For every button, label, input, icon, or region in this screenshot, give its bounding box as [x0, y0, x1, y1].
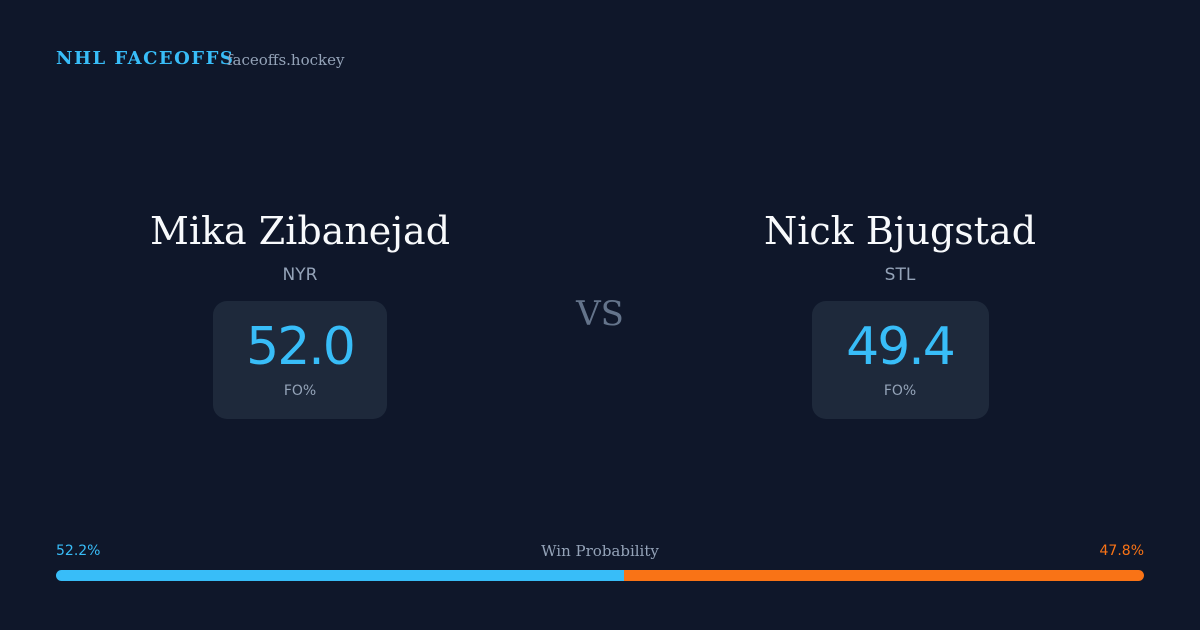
bar-segment — [56, 570, 624, 581]
win-bar — [56, 570, 1144, 581]
player-name: Mika Zibanejad — [149, 209, 451, 253]
win-label: 47.8% — [1099, 543, 1144, 559]
team: STL — [884, 265, 916, 285]
stat-card: 49.4 FO% — [811, 301, 989, 419]
team: NYR — [282, 265, 318, 285]
vs: VS — [576, 294, 624, 334]
bar-segment — [623, 570, 1144, 581]
fo-pct: 49.4 — [846, 317, 956, 377]
player: Nick Bjugstad STL 49.4 FO% — [650, 205, 1150, 419]
stat-card: 52.0 FO% — [213, 301, 387, 419]
fo-pct: 52.0 — [246, 317, 356, 377]
brand: NHL FACEOFFS — [56, 48, 235, 69]
site: faceoffs.hockey — [227, 51, 345, 69]
win-title: Win Probability — [541, 542, 659, 560]
win-label: 52.2% — [56, 543, 101, 559]
player-name: Nick Bjugstad — [763, 209, 1037, 253]
player: Mika Zibanejad NYR 52.0 FO% — [50, 205, 550, 419]
fo-label: FO% — [883, 383, 917, 399]
fo-label: FO% — [283, 383, 317, 399]
